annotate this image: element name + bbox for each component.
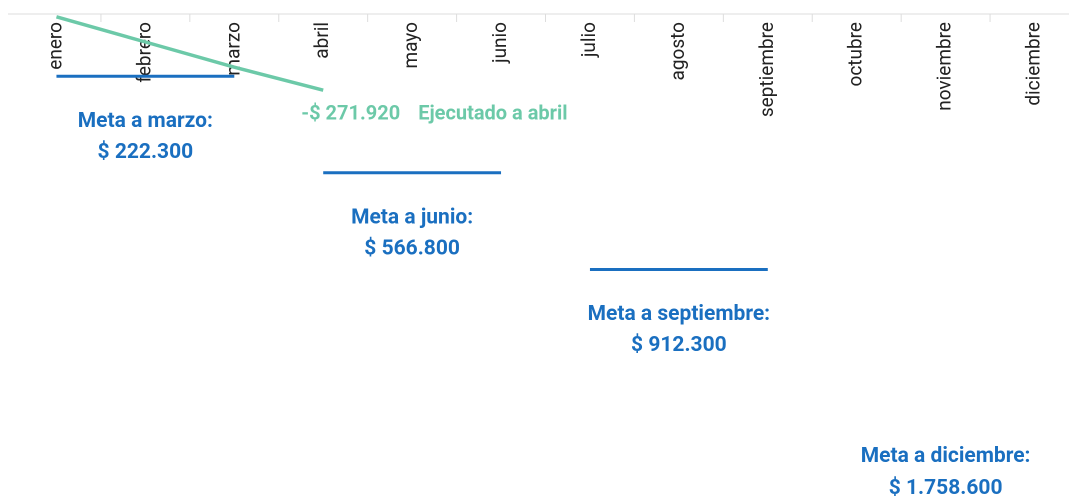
target-label: Meta a marzo: (78, 109, 213, 133)
target-label: Meta a diciembre: (861, 444, 1031, 468)
x-tick-label: septiembre (755, 22, 778, 117)
x-tick-label: noviembre (933, 22, 956, 111)
target-label: Meta a septiembre: (588, 302, 770, 326)
target-value: $ 912.300 (631, 333, 727, 357)
x-tick-label: mayo (399, 22, 422, 69)
x-tick-label: julio (577, 22, 600, 58)
x-tick-label: febrero (132, 22, 155, 83)
executed-value: -$ 271.920 (301, 100, 400, 124)
target-label: Meta a junio: (351, 205, 473, 229)
target-value: $ 222.300 (98, 140, 194, 164)
target-value: $ 1.758.600 (889, 476, 1003, 500)
executed-line (55, 15, 324, 92)
x-tick-label: agosto (666, 22, 689, 81)
x-tick-label: enero (43, 22, 66, 70)
x-tick-label: octubre (844, 22, 867, 86)
target-value: $ 566.800 (364, 236, 460, 260)
x-tick-label: marzo (221, 22, 244, 76)
x-tick-label: diciembre (1022, 22, 1045, 106)
x-tick-label: abril (310, 22, 333, 59)
x-tick-label: junio (488, 22, 511, 64)
executed-name: Ejecutado a abril (418, 100, 567, 124)
